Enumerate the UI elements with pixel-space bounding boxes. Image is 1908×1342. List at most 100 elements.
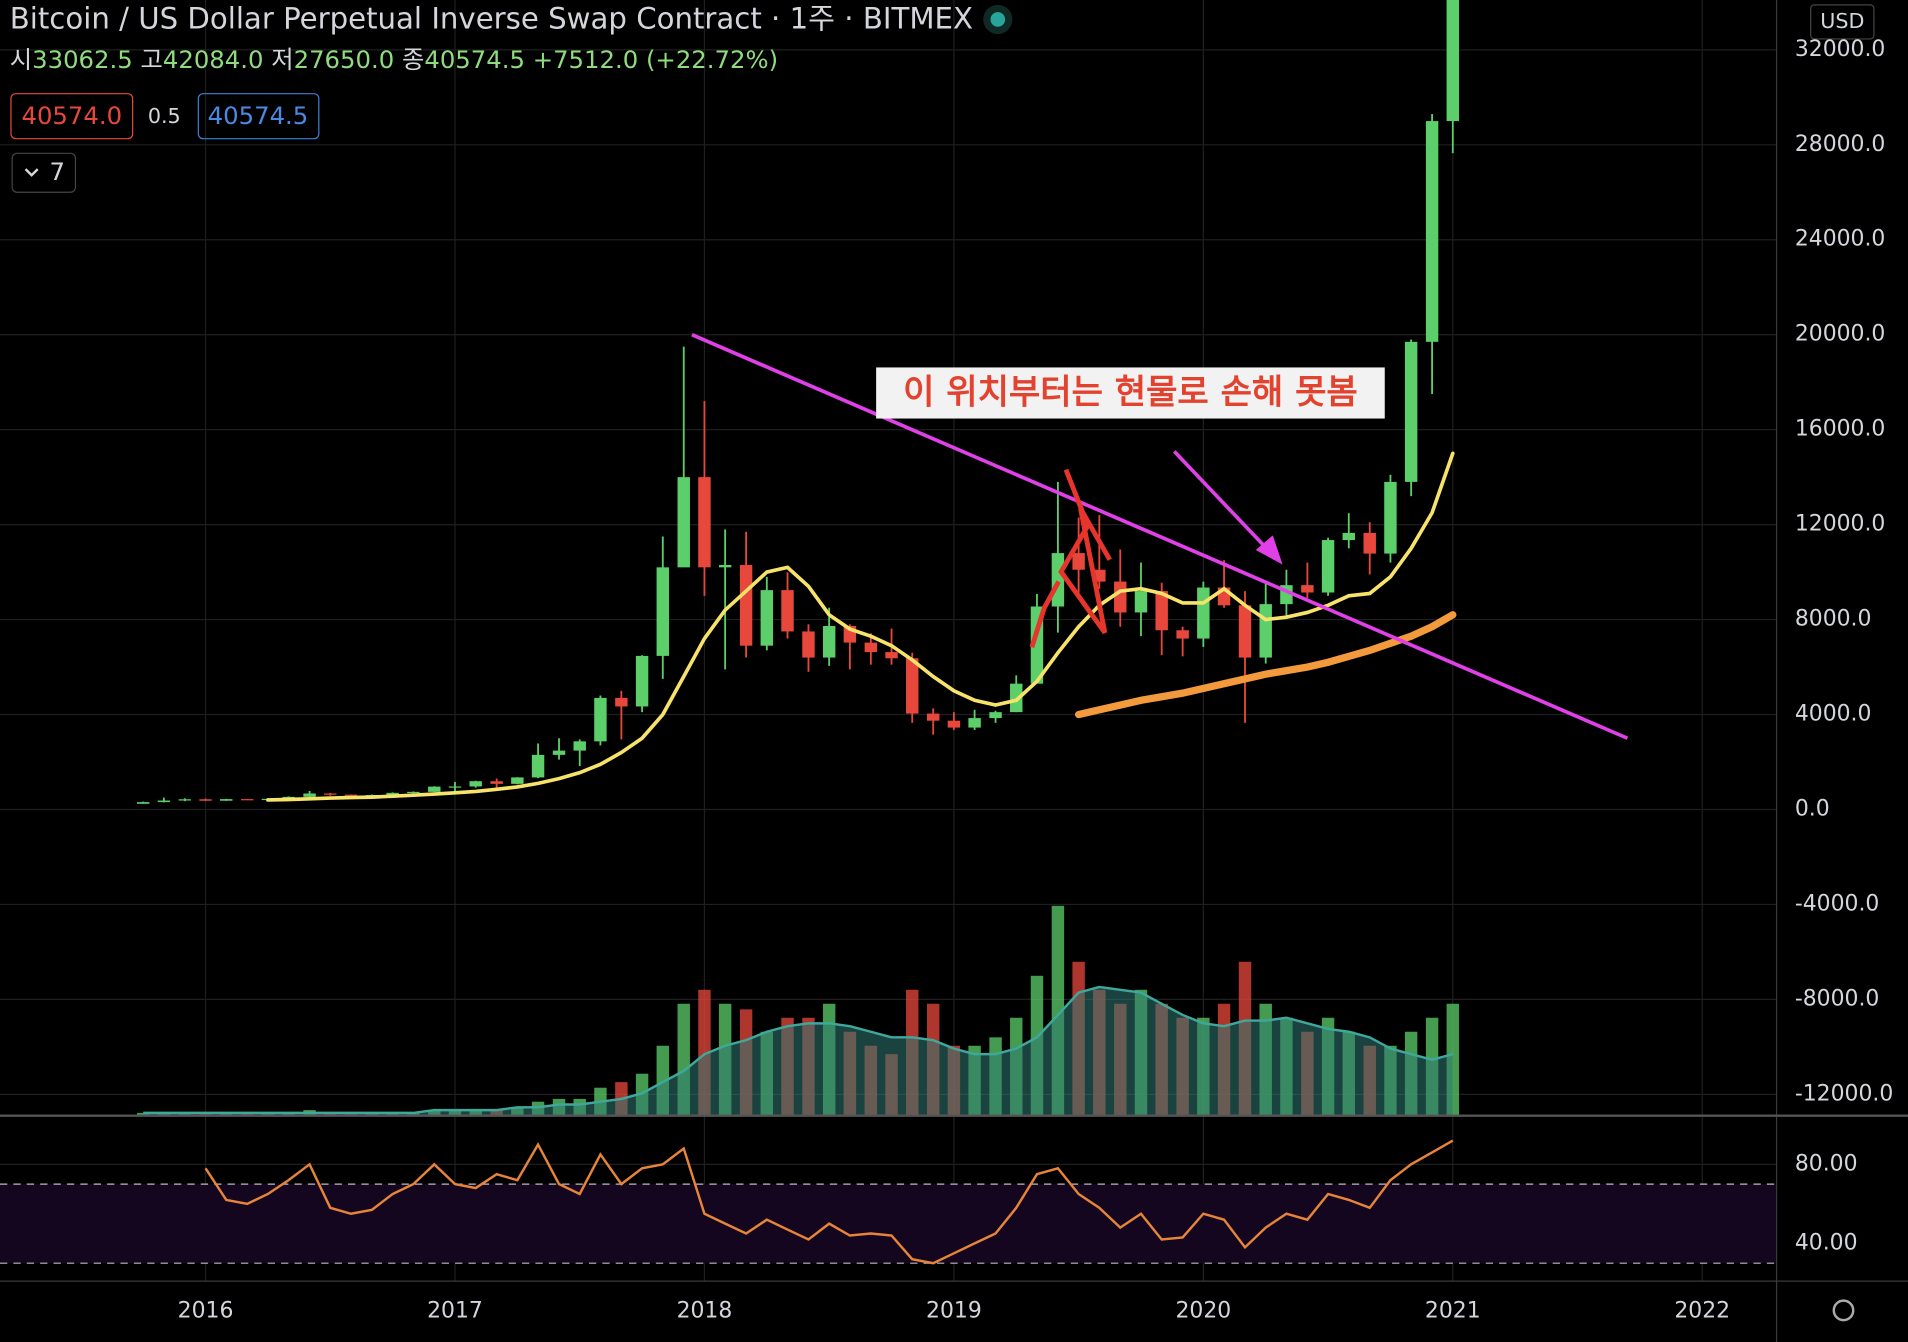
y-tick-label: 32000.0 bbox=[1795, 37, 1886, 62]
ohlc: 시33062.5 고42084.0 저27650.0 종40574.5 +751… bbox=[10, 45, 778, 74]
candle-body bbox=[1176, 630, 1189, 639]
candle-body bbox=[677, 477, 690, 568]
ohlc-value: 42084.0 bbox=[163, 45, 264, 74]
settings-icon[interactable] bbox=[1832, 1299, 1855, 1322]
moving-average bbox=[1074, 611, 1457, 719]
candle-body bbox=[864, 642, 878, 653]
x-tick-label: 2018 bbox=[677, 1299, 733, 1324]
candle-body bbox=[656, 567, 669, 656]
candle-body bbox=[1363, 532, 1376, 554]
y-tick-label: 28000.0 bbox=[1795, 132, 1886, 157]
y-tick-label: 0.0 bbox=[1795, 796, 1830, 821]
drawing bbox=[1058, 468, 1112, 635]
candle-body bbox=[157, 800, 171, 803]
candle-body bbox=[344, 794, 358, 796]
candle-body bbox=[906, 658, 919, 714]
volume-bar bbox=[136, 1112, 150, 1116]
currency-box[interactable] bbox=[1810, 4, 1875, 40]
ohlc-label: 시 bbox=[10, 45, 32, 74]
candle-body bbox=[324, 793, 337, 795]
x-tick-label: 2021 bbox=[1425, 1299, 1481, 1324]
y-tick-label: -12000.0 bbox=[1795, 1081, 1893, 1106]
annotation: 이 위치부터는 현물로 손해 못봄 bbox=[903, 373, 1358, 413]
buy-price[interactable]: 40574.5 bbox=[208, 101, 309, 130]
candle-body bbox=[1051, 553, 1065, 607]
trendline bbox=[691, 333, 1629, 740]
candle-body bbox=[947, 720, 961, 728]
y-tick-label: 40.00 bbox=[1795, 1230, 1858, 1255]
candle-body bbox=[594, 697, 607, 742]
candle-body bbox=[511, 777, 524, 784]
candle-body bbox=[926, 713, 940, 721]
candle-body bbox=[531, 754, 545, 778]
candle-body bbox=[635, 655, 649, 707]
title: Bitcoin / US Dollar Perpetual Inverse Sw… bbox=[10, 2, 973, 36]
candle-body bbox=[615, 697, 628, 707]
candle-body bbox=[718, 564, 732, 568]
y-tick-label: 8000.0 bbox=[1795, 607, 1872, 632]
candle-body bbox=[1114, 581, 1127, 613]
ohlc-value: 27650.0 bbox=[294, 45, 395, 74]
candle-body bbox=[1404, 341, 1418, 482]
ohlc-value: 33062.5 bbox=[32, 45, 133, 74]
y-tick-label: 12000.0 bbox=[1795, 512, 1886, 537]
candle-body bbox=[802, 631, 815, 658]
candle-body bbox=[885, 652, 898, 659]
candle-body bbox=[469, 781, 482, 787]
candle-body bbox=[199, 799, 212, 801]
candle-body bbox=[781, 590, 794, 632]
candle-body bbox=[552, 750, 566, 755]
y-tick-label: 80.00 bbox=[1795, 1151, 1858, 1176]
ohlc-label: 종 bbox=[402, 45, 424, 74]
sell-price[interactable]: 40574.0 bbox=[21, 101, 122, 130]
candle-body bbox=[178, 799, 192, 801]
indicator-toggle[interactable] bbox=[11, 152, 77, 193]
sell-button[interactable] bbox=[10, 93, 134, 140]
candle-body bbox=[1425, 121, 1439, 342]
y-tick-label: -4000.0 bbox=[1795, 891, 1880, 916]
candle-body bbox=[1321, 540, 1335, 593]
candle-body bbox=[1197, 587, 1210, 639]
indicator-count[interactable]: 7 bbox=[49, 157, 64, 186]
rsi bbox=[0, 1139, 1777, 1265]
candle-body bbox=[303, 793, 316, 797]
x-tick-label: 2020 bbox=[1175, 1299, 1231, 1324]
x-tick-label: 2016 bbox=[178, 1299, 234, 1324]
change: +7512.0 (+22.72%) bbox=[533, 45, 778, 74]
chevron[interactable] bbox=[24, 168, 39, 177]
candle-body bbox=[1093, 569, 1106, 582]
rsi-line bbox=[204, 1139, 1454, 1265]
candle-body bbox=[989, 712, 1002, 719]
candle-body bbox=[1155, 591, 1168, 631]
ohlc-label: 고 bbox=[140, 45, 162, 74]
candle-body bbox=[1342, 532, 1355, 541]
candle-body bbox=[490, 781, 503, 784]
candle-body bbox=[386, 792, 399, 796]
candle-body bbox=[1384, 481, 1397, 554]
candle-body bbox=[407, 791, 420, 794]
candle-body bbox=[1134, 591, 1148, 613]
candle-body bbox=[136, 802, 150, 804]
buy-button[interactable] bbox=[197, 93, 320, 140]
volume-ma-line bbox=[143, 985, 1454, 1115]
candle-body bbox=[822, 625, 836, 658]
moving-average bbox=[266, 451, 1455, 802]
arrow bbox=[1172, 450, 1272, 554]
volume-ma bbox=[143, 986, 1453, 1116]
axes: 2016 2017 2018 2019 2020 2021 2022 -12000.0 -800… bbox=[178, 37, 1894, 1324]
ohlc-value: 40574.5 bbox=[424, 45, 525, 74]
price bbox=[136, 0, 1629, 804]
candle-body bbox=[698, 477, 711, 568]
y-tick-label: -8000.0 bbox=[1795, 986, 1880, 1011]
y-tick-label: 4000.0 bbox=[1795, 702, 1872, 727]
y-tick-label: 16000.0 bbox=[1795, 417, 1886, 442]
rsi-band bbox=[0, 1184, 1777, 1264]
status-dot bbox=[990, 12, 1006, 27]
currency[interactable]: USD bbox=[1820, 9, 1864, 33]
candle-body bbox=[1259, 604, 1272, 658]
annotation-box bbox=[876, 367, 1385, 419]
candle-body bbox=[240, 799, 254, 801]
spread: 0.5 bbox=[148, 104, 181, 128]
candle-body bbox=[448, 786, 462, 788]
